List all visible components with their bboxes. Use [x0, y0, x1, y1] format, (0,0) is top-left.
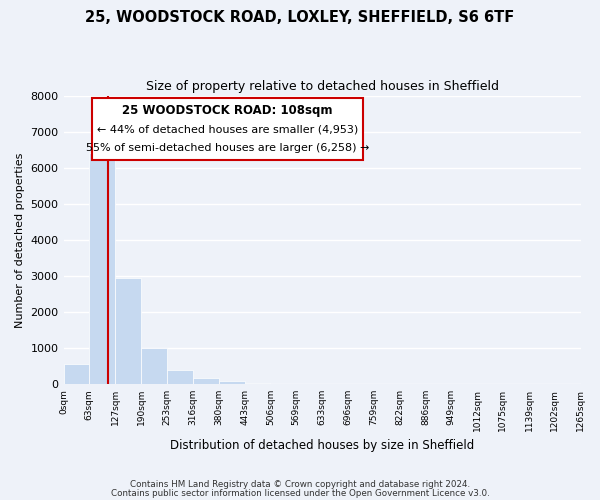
X-axis label: Distribution of detached houses by size in Sheffield: Distribution of detached houses by size … [170, 440, 474, 452]
Text: Contains HM Land Registry data © Crown copyright and database right 2024.: Contains HM Land Registry data © Crown c… [130, 480, 470, 489]
Text: 55% of semi-detached houses are larger (6,258) →: 55% of semi-detached houses are larger (… [86, 143, 370, 153]
Bar [89, 154, 115, 384]
Text: 25, WOODSTOCK ROAD, LOXLEY, SHEFFIELD, S6 6TF: 25, WOODSTOCK ROAD, LOXLEY, SHEFFIELD, S… [85, 10, 515, 25]
Y-axis label: Number of detached properties: Number of detached properties [15, 152, 25, 328]
Bar [245, 383, 271, 384]
FancyBboxPatch shape [92, 98, 364, 160]
Bar [141, 348, 167, 384]
Text: 25 WOODSTOCK ROAD: 108sqm: 25 WOODSTOCK ROAD: 108sqm [122, 104, 333, 118]
Text: ← 44% of detached houses are smaller (4,953): ← 44% of detached houses are smaller (4,… [97, 124, 358, 134]
Bar [219, 381, 245, 384]
Bar [64, 364, 89, 384]
Bar [193, 378, 219, 384]
Text: Contains public sector information licensed under the Open Government Licence v3: Contains public sector information licen… [110, 490, 490, 498]
Bar [167, 370, 193, 384]
Bar [115, 278, 141, 384]
Title: Size of property relative to detached houses in Sheffield: Size of property relative to detached ho… [146, 80, 499, 93]
